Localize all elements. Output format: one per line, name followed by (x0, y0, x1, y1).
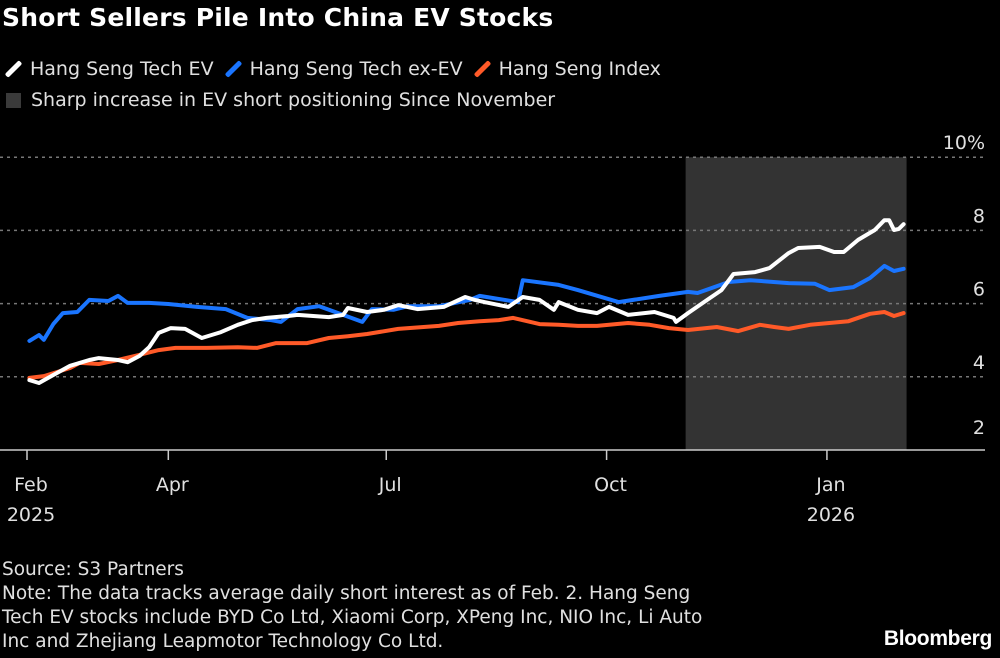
legend-label: Hang Seng Tech ex-EV (249, 58, 463, 80)
x-tick-label: Feb (14, 474, 48, 496)
x-tick-year-label: 2025 (7, 504, 55, 526)
legend-label: Hang Seng Tech EV (30, 58, 214, 80)
legend: Hang Seng Tech EV Hang Seng Tech ex-EV H… (4, 58, 671, 80)
y-tick-label: 8 (973, 205, 985, 227)
note-line: Inc and Zhejiang Leapmotor Technology Co… (2, 631, 444, 652)
footer-notes: Source: S3 Partners Note: The data track… (2, 558, 822, 654)
x-tick-label: Oct (594, 474, 627, 496)
x-tick-label: Jul (378, 474, 402, 496)
legend-item-hs-tech-ev: Hang Seng Tech EV (4, 58, 214, 80)
legend-item-hs-index: Hang Seng Index (473, 58, 661, 80)
source-text: Source: S3 Partners (2, 559, 184, 580)
y-tick-label: 6 (973, 279, 985, 301)
note-line: Tech EV stocks include BYD Co Ltd, Xiaom… (2, 607, 703, 628)
line-chart: 2 4 6 8 10% Feb 2025 Apr Jul Oct Jan 2026 (0, 132, 985, 526)
shaded-region (685, 157, 907, 450)
legend-shade: Sharp increase in EV short positioning S… (4, 89, 555, 111)
series-line-hang-seng-index (27, 310, 906, 380)
legend-item-hs-tech-ex-ev: Hang Seng Tech ex-EV (224, 58, 463, 80)
legend-label: Hang Seng Index (498, 58, 661, 80)
bloomberg-logo: Bloomberg (883, 627, 992, 650)
note-line: Note: The data tracks average daily shor… (2, 583, 691, 604)
y-tick-label: 4 (973, 352, 985, 374)
y-tick-label: 2 (973, 417, 985, 439)
legend-shade-label: Sharp increase in EV short positioning S… (31, 89, 556, 111)
series-line-hang-seng-tech-ev (27, 218, 906, 385)
x-tick-year-label: 2026 (807, 504, 855, 526)
x-tick-label: Apr (156, 474, 189, 496)
x-tick-label: Jan (815, 474, 845, 496)
chart-title: Short Sellers Pile Into China EV Stocks (2, 3, 554, 32)
y-tick-label: 10% (943, 132, 985, 154)
shade-swatch-icon (6, 92, 21, 108)
